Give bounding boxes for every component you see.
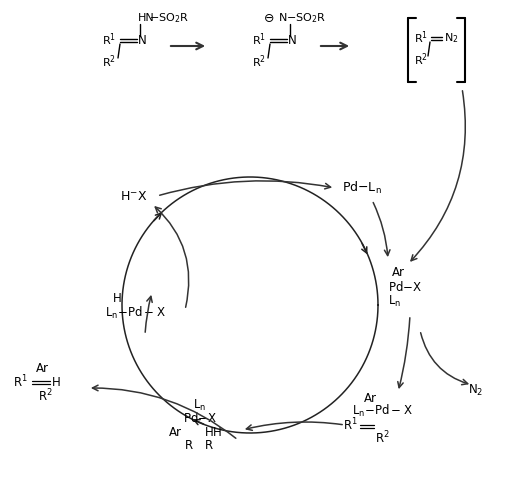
Text: R$^{\mathsf{2}}$: R$^{\mathsf{2}}$ — [252, 54, 266, 70]
Text: R: R — [185, 439, 193, 452]
Text: N: N — [138, 33, 147, 46]
Text: H: H — [213, 425, 222, 439]
Text: HN: HN — [138, 13, 155, 23]
Text: Ar: Ar — [363, 391, 377, 404]
Text: R$^{\mathsf{1}}$: R$^{\mathsf{1}}$ — [102, 32, 116, 48]
Text: H: H — [205, 425, 214, 439]
Text: L$_{\mathsf{n}}$$\mathsf{-Pd-X}$: L$_{\mathsf{n}}$$\mathsf{-Pd-X}$ — [352, 403, 413, 419]
Text: N: N — [288, 33, 297, 46]
Text: $\mathsf{-SO_2R}$: $\mathsf{-SO_2R}$ — [149, 11, 189, 25]
Text: Ar: Ar — [169, 425, 182, 439]
Text: $\ominus$: $\ominus$ — [262, 11, 274, 24]
Text: R$^{\mathsf{1}}$: R$^{\mathsf{1}}$ — [414, 30, 428, 46]
Text: N$_{\mathsf{2}}$: N$_{\mathsf{2}}$ — [444, 31, 459, 45]
Text: R$^{\mathsf{1}}$: R$^{\mathsf{1}}$ — [13, 374, 28, 390]
Text: N$_{\mathsf{2}}$: N$_{\mathsf{2}}$ — [468, 382, 484, 397]
Text: R$^{\mathsf{2}}$: R$^{\mathsf{2}}$ — [414, 52, 428, 68]
Text: R$^{\mathsf{2}}$: R$^{\mathsf{2}}$ — [102, 54, 116, 70]
Text: Pd$\mathsf{-L_n}$: Pd$\mathsf{-L_n}$ — [342, 180, 382, 196]
Text: R: R — [205, 439, 213, 452]
Text: R$^{\mathsf{2}}$: R$^{\mathsf{2}}$ — [375, 430, 389, 446]
Text: R$^{\mathsf{1}}$: R$^{\mathsf{1}}$ — [252, 32, 266, 48]
Text: Ar: Ar — [391, 265, 404, 278]
Text: H: H — [113, 291, 122, 304]
Text: Pd$\mathsf{-X}$: Pd$\mathsf{-X}$ — [183, 411, 217, 425]
Text: H$^{\mathsf{-}}$X: H$^{\mathsf{-}}$X — [119, 190, 147, 203]
Text: Pd$\mathsf{-X}$: Pd$\mathsf{-X}$ — [388, 280, 422, 294]
Text: L$_{\mathsf{n}}$$\mathsf{-Pd-X}$: L$_{\mathsf{n}}$$\mathsf{-Pd-X}$ — [105, 305, 166, 321]
Text: L$_{\mathsf{n}}$: L$_{\mathsf{n}}$ — [194, 397, 207, 412]
Text: N$\mathsf{-SO_2R}$: N$\mathsf{-SO_2R}$ — [278, 11, 326, 25]
Text: R$^{\mathsf{2}}$: R$^{\mathsf{2}}$ — [38, 388, 53, 404]
Text: L$_{\mathsf{n}}$: L$_{\mathsf{n}}$ — [388, 293, 401, 309]
Text: Ar: Ar — [35, 362, 48, 374]
Text: R$^{\mathsf{1}}$: R$^{\mathsf{1}}$ — [343, 417, 358, 433]
Text: H: H — [52, 375, 60, 388]
